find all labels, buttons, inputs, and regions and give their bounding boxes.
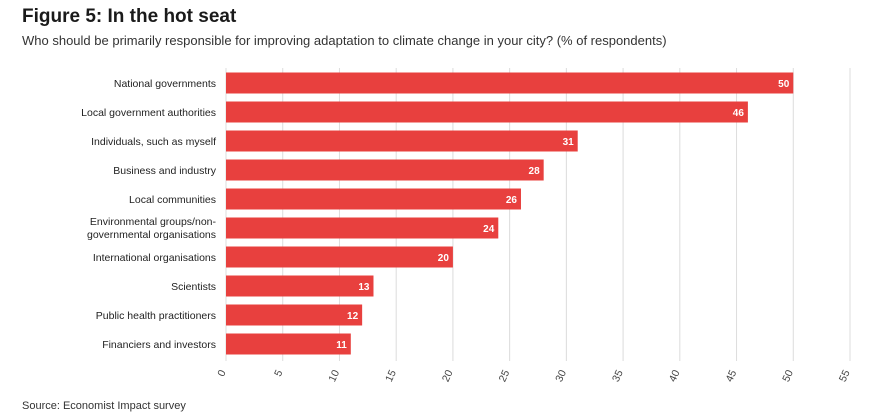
bar-value-label: 50 [778,79,790,90]
bar-chart: 0 5 10 15 20 25 30 35 40 45 50 55 50 National governm… [81,68,853,384]
bar [226,159,544,181]
bar-value-label: 13 [358,282,370,293]
x-tick-label: 30 [553,368,569,384]
bar-value-label: 11 [336,340,347,351]
bar [226,304,363,326]
bar [226,130,578,152]
category-label: Environmental groups/non-governmental or… [87,216,216,241]
bar [226,217,499,239]
x-tick-label: 15 [383,368,399,384]
x-tick-label: 35 [610,368,626,384]
category-label: Local government authorities [81,107,216,119]
bar-value-label: 24 [483,224,495,235]
x-tick-label: 5 [272,368,285,379]
x-tick-label: 45 [723,368,739,384]
bar-value-label: 26 [506,195,518,206]
category-label: International organisations [93,252,216,264]
bar [226,275,374,297]
bar [226,101,748,123]
bar-value-label: 20 [438,253,450,264]
source-note: Source: Economist Impact survey [22,400,186,412]
chart-title: Figure 5: In the hot seat [22,6,237,27]
category-label: Public health practitioners [96,310,216,322]
category-label: Local communities [129,194,216,206]
bar-value-label: 31 [563,137,575,148]
x-tick-label: 55 [837,368,853,384]
bar-value-label: 12 [347,311,359,322]
category-label: Individuals, such as myself [91,136,216,148]
x-tick-label: 0 [215,368,228,379]
x-tick-label: 20 [440,368,456,384]
x-tick-label: 40 [667,368,683,384]
chart-subtitle: Who should be primarily responsible for … [22,33,667,48]
bar [226,188,521,210]
bar-value-label: 46 [733,108,745,119]
x-tick-label: 10 [326,368,342,384]
x-tick-label: 50 [780,368,796,384]
category-label: Financiers and investors [102,339,216,351]
bar-value-label: 28 [529,166,541,177]
bar [226,72,794,94]
bar [226,333,351,355]
category-label: National governments [114,78,216,90]
category-label: Scientists [171,281,216,293]
bar [226,246,453,268]
category-label: Business and industry [113,165,216,177]
x-tick-label: 25 [497,368,513,384]
